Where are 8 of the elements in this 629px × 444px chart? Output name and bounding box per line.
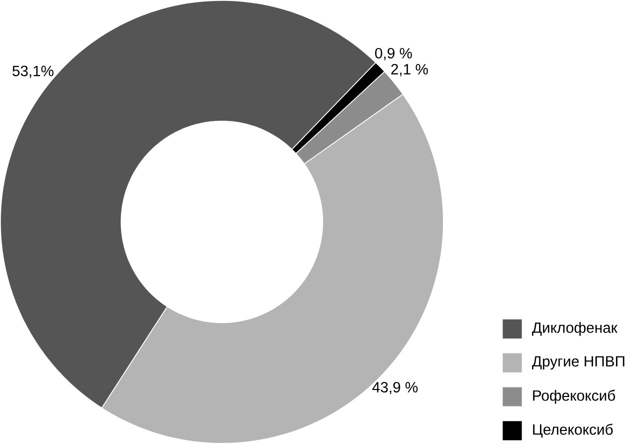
legend-label: Другие НПВП <box>532 356 624 370</box>
data-label: 2,1 % <box>391 64 428 76</box>
data-label: 0,9 % <box>375 48 412 60</box>
legend-label: Диклофенак <box>532 322 618 336</box>
data-label: 43,9 % <box>372 382 418 394</box>
legend-label: Целекоксиб <box>533 424 613 438</box>
legend-label: Рофекоксиб <box>533 390 616 404</box>
data-label: 53,1% <box>12 66 54 78</box>
